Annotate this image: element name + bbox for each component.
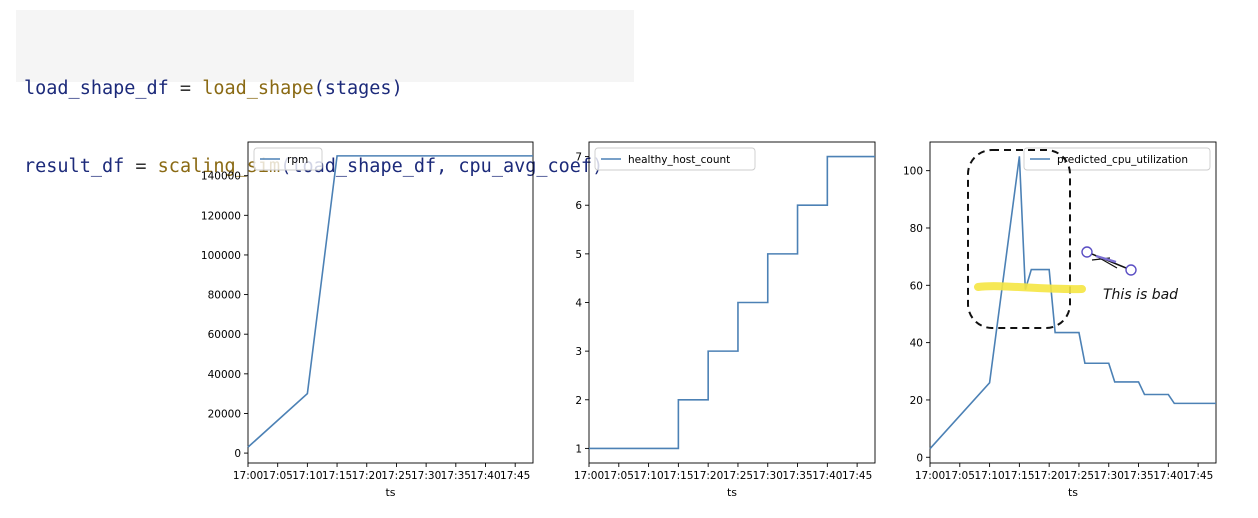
code-operator: = <box>168 78 203 99</box>
annotations: This is bad <box>967 149 1178 329</box>
y-tick-label: 40000 <box>208 369 241 381</box>
y-tick-label: 2 <box>575 395 582 407</box>
y-tick-label: 140000 <box>201 171 241 183</box>
plot-frame <box>247 141 534 464</box>
y-tick-label: 80 <box>910 223 923 235</box>
pointer-handle-end <box>1125 264 1137 276</box>
y-tick-label: 4 <box>575 298 582 310</box>
series-line-predicted-cpu-utilization <box>929 156 1216 450</box>
legend-label: rpm <box>287 154 308 166</box>
plot-frame <box>929 141 1217 464</box>
y-tick-label: 120000 <box>201 210 241 222</box>
x-tick-label: 17:10 <box>292 470 322 482</box>
x-tick-label: 17:25 <box>1064 470 1094 482</box>
pointer-handle-start <box>1081 246 1093 258</box>
series-line-rpm <box>247 155 533 448</box>
x-tick-label: 17:15 <box>1004 470 1034 482</box>
y-tick-label: 60 <box>910 280 923 292</box>
legend-box <box>253 147 323 171</box>
x-tick-label: 17:00 <box>574 470 604 482</box>
x-tick-label: 17:20 <box>352 470 382 482</box>
y-tick-label: 60000 <box>208 329 241 341</box>
x-axis-label: ts <box>727 486 737 499</box>
dashed-highlight-box <box>967 149 1071 329</box>
x-tick-label: 17:20 <box>1034 470 1064 482</box>
code-line-1: load_shape_df = load_shape(stages) <box>24 76 626 102</box>
x-axis-label: ts <box>1068 486 1078 499</box>
legend-label: predicted_cpu_utilization <box>1057 154 1188 166</box>
x-tick-label: 17:05 <box>604 470 634 482</box>
yellow-highlight-stroke <box>974 282 1086 294</box>
x-tick-label: 17:40 <box>812 470 842 482</box>
series-line-healthy-host-count <box>589 155 875 450</box>
y-tick-label: 1 <box>575 443 582 455</box>
y-tick-label: 6 <box>575 200 582 212</box>
x-tick-label: 17:45 <box>842 470 872 482</box>
code-function: scaling_sim <box>157 156 281 177</box>
x-tick-label: 17:35 <box>782 470 812 482</box>
x-tick-label: 17:05 <box>945 470 975 482</box>
pointer-accent <box>1095 254 1117 264</box>
code-arguments: (stages) <box>313 78 403 99</box>
y-tick-label: 7 <box>575 152 582 164</box>
x-tick-label: 17:25 <box>381 470 411 482</box>
x-tick-label: 17:00 <box>915 470 945 482</box>
x-tick-label: 17:45 <box>1183 470 1213 482</box>
x-tick-label: 17:20 <box>693 470 723 482</box>
y-tick-label: 20 <box>910 395 923 407</box>
x-tick-label: 17:30 <box>753 470 783 482</box>
x-tick-label: 17:35 <box>1123 470 1153 482</box>
x-tick-label: 17:05 <box>263 470 293 482</box>
code-operator: = <box>124 156 158 177</box>
code-function: load_shape <box>202 78 314 99</box>
plot-frame <box>588 141 876 464</box>
x-tick-label: 17:45 <box>500 470 530 482</box>
x-tick-label: 17:35 <box>441 470 471 482</box>
y-tick-label: 3 <box>575 346 582 358</box>
y-tick-label: 100000 <box>201 250 241 262</box>
y-tick-label: 100 <box>903 166 923 178</box>
x-tick-label: 17:10 <box>633 470 663 482</box>
x-tick-label: 17:30 <box>411 470 441 482</box>
legend-box <box>1023 147 1211 171</box>
y-tick-label: 80000 <box>208 290 241 302</box>
x-tick-label: 17:00 <box>233 470 263 482</box>
y-tick-label: 20000 <box>208 408 241 420</box>
x-tick-label: 17:10 <box>974 470 1004 482</box>
rpm-chart: 0 20000 40000 60000 80000 100000 120000 140000 1… <box>201 141 534 499</box>
x-tick-label: 17:15 <box>322 470 352 482</box>
x-tick-label: 17:40 <box>1153 470 1183 482</box>
code-variable: load_shape_df <box>24 78 169 99</box>
code-variable: result_df <box>24 156 125 177</box>
x-tick-label: 17:15 <box>663 470 693 482</box>
legend-label: healthy_host_count <box>628 154 730 166</box>
x-tick-label: 17:25 <box>723 470 753 482</box>
y-tick-label: 0 <box>916 452 923 464</box>
annotation-text: This is bad <box>1103 287 1178 303</box>
x-axis-label: ts <box>385 486 395 499</box>
x-tick-label: 17:40 <box>470 470 500 482</box>
y-tick-label: 5 <box>575 249 582 261</box>
legend-box <box>594 147 756 171</box>
y-tick-label: 0 <box>234 448 241 460</box>
y-tick-label: 40 <box>910 338 923 350</box>
x-tick-label: 17:30 <box>1094 470 1124 482</box>
